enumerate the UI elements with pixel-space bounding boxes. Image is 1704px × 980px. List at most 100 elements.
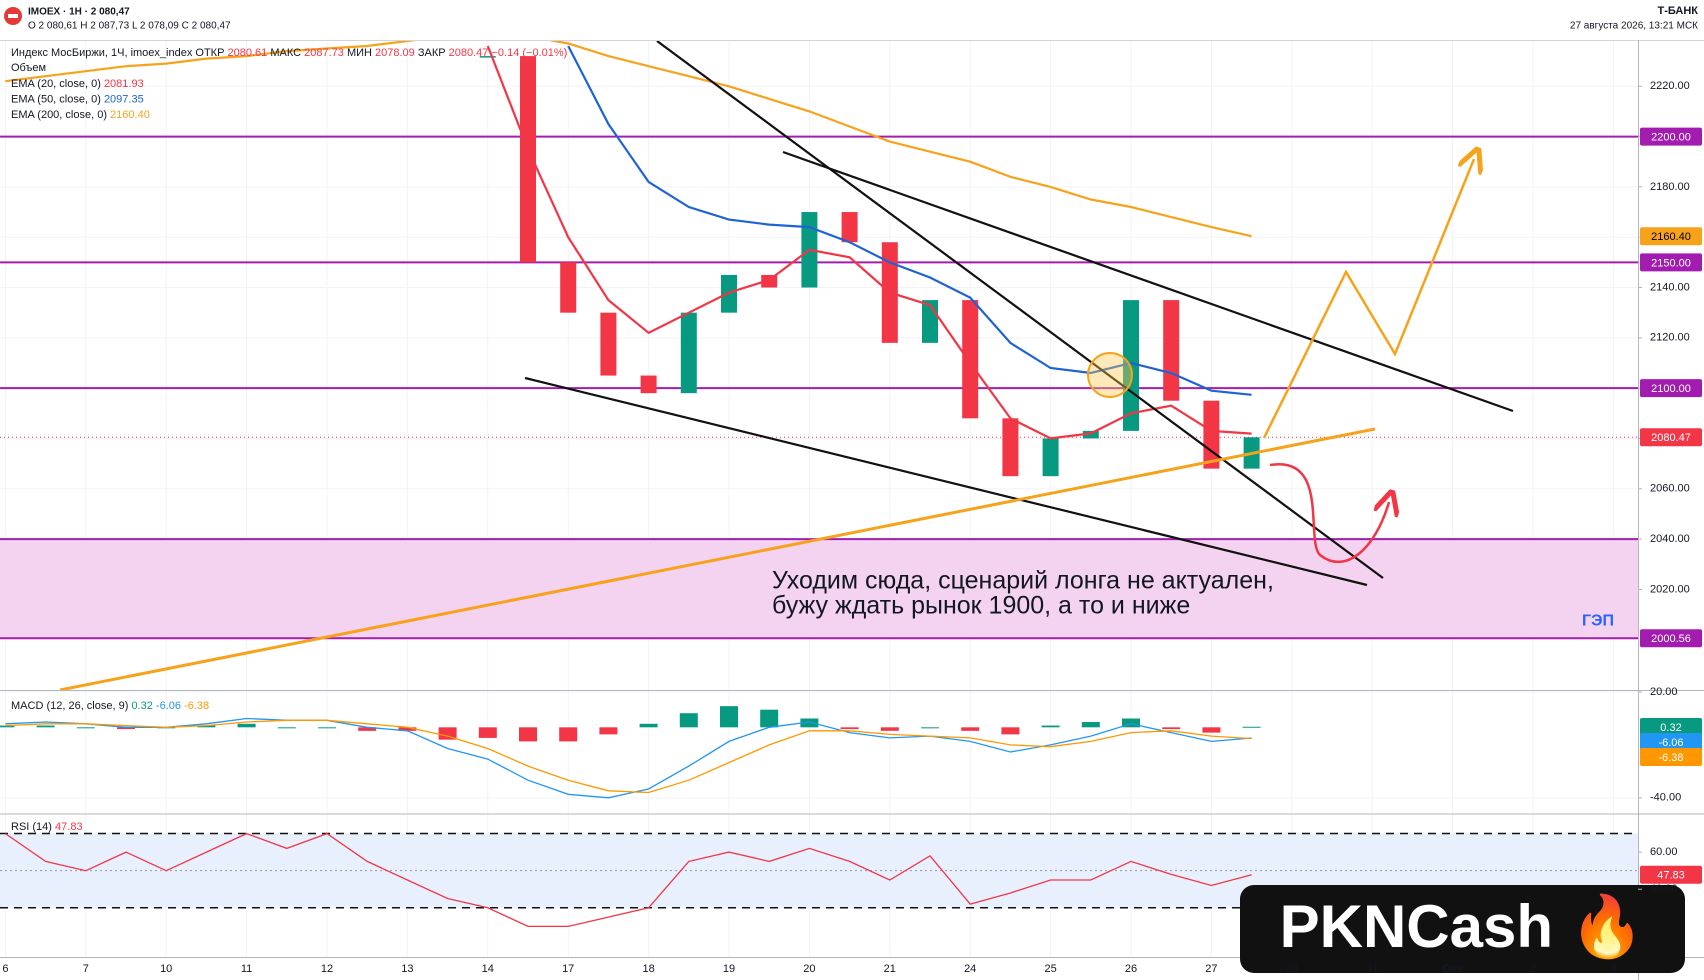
candle — [841, 212, 858, 243]
legend: Индекс МосБиржи, 1Ч, imoex_index ОТКР 20… — [11, 47, 567, 59]
x-tick-label: 19 — [723, 963, 735, 975]
histogram-bar — [1041, 725, 1060, 728]
histogram-bar — [880, 727, 899, 731]
histogram-bar — [76, 727, 95, 729]
annotation: бужу ждать рынок 1900, а то и ниже — [772, 592, 1190, 620]
x-tick-label: 3 — [1610, 963, 1616, 975]
rsi-label-bg — [1640, 865, 1702, 884]
candle — [1203, 400, 1220, 469]
candle — [680, 312, 697, 394]
macd-label: 0.32 — [1660, 722, 1681, 734]
histogram-bar — [0, 725, 15, 728]
candle — [479, 56, 496, 58]
level-label: 2200.00 — [1651, 131, 1691, 143]
legend-value: -6.06 — [156, 700, 181, 712]
y-tick-label: 2060.00 — [1650, 483, 1690, 495]
x-tick-label: 27 — [1205, 963, 1217, 975]
legend-text: 2081.93 — [104, 78, 144, 90]
candle — [1082, 430, 1099, 439]
y-tick-label: 2140.00 — [1650, 281, 1690, 293]
histogram-bar — [197, 725, 216, 728]
candle — [520, 56, 536, 263]
x-tick-label: 20 — [803, 963, 815, 975]
histogram-bar — [1122, 718, 1140, 728]
candle — [1042, 438, 1059, 477]
scenario-arrow — [1262, 159, 1474, 439]
legend-text: 2097.35 — [104, 93, 144, 105]
histogram-bar — [36, 725, 55, 728]
macd-label-bg — [1640, 733, 1702, 751]
histogram-bar — [398, 727, 417, 731]
candle — [600, 312, 617, 376]
y-tick-label: 2180.00 — [1650, 181, 1690, 193]
legend-text: Индекс МосБиржи, 1Ч, imoex_index — [11, 47, 193, 59]
last-price-label: 2080.47 — [1651, 432, 1691, 444]
histogram-bar — [478, 727, 497, 738]
y-tick-label: 40.00 — [1650, 883, 1678, 895]
level-label: 2000.56 — [1651, 633, 1691, 645]
y-tick-label: 20.00 — [1650, 686, 1678, 698]
macd-label-bg — [1640, 748, 1702, 766]
support-line — [59, 427, 1376, 690]
highlight-circle — [1087, 352, 1133, 398]
x-tick-label: 26 — [1125, 963, 1137, 975]
trend-line — [782, 150, 1514, 413]
legend-text: EMA (200, close, 0) — [11, 109, 107, 121]
legend: Объем — [11, 62, 46, 74]
gap-zone — [0, 539, 1638, 639]
price-panel — [0, 41, 1638, 690]
annotation: Уходим сюда, сценарий лонга не актуален, — [772, 567, 1274, 595]
x-tick-label: 6 — [2, 963, 8, 975]
level-label: 2150.00 — [1651, 257, 1691, 269]
legend: RSI (14) 47.83 — [11, 821, 83, 833]
histogram-bar — [840, 727, 859, 730]
macd-line — [5, 719, 1252, 794]
histogram-bar — [1202, 727, 1221, 733]
ema-line — [567, 45, 1252, 396]
histogram-bar — [800, 718, 819, 728]
histogram-bar — [639, 723, 658, 728]
ema-last-label: 2160.40 — [1651, 231, 1691, 243]
legend: EMA (200, close, 0) 2160.40 — [11, 109, 150, 121]
level-label-bg — [1640, 629, 1702, 648]
legend: MACD (12, 26, close, 9) 0.32 -6.06 -6.38 — [11, 700, 209, 712]
legend-text: МАКС — [270, 47, 301, 59]
datetime: 27 августа 2026, 13:21 МСК — [1570, 21, 1698, 32]
candle — [1163, 300, 1180, 401]
x-tick-label: 13 — [401, 963, 413, 975]
last-price-label-bg — [1640, 428, 1702, 447]
y-tick-label: 2040.00 — [1650, 533, 1690, 545]
histogram-bar — [559, 727, 578, 742]
x-tick-label: 25 — [1044, 963, 1056, 975]
x-tick-label: 28 — [1286, 963, 1298, 975]
brand: Т-БАНК — [1658, 5, 1699, 17]
y-tick-label: 2120.00 — [1650, 332, 1690, 344]
macd-label: -6.06 — [1658, 737, 1683, 749]
legend-text: EMA (50, close, 0) — [11, 93, 101, 105]
x-tick-label: 2 — [1530, 963, 1536, 975]
x-tick-label: 10 — [160, 963, 172, 975]
x-tick-label: 18 — [642, 963, 654, 975]
legend: EMA (20, close, 0) 2081.93 — [11, 78, 144, 90]
histogram-bar — [961, 727, 980, 731]
scenario-arrow-down — [1269, 463, 1389, 564]
x-tick-label: 17 — [562, 963, 574, 975]
watermark: PKNCash 🔥 — [1280, 892, 1645, 961]
legend-text: MACD (12, 26, close, 9) — [11, 700, 128, 712]
histogram-bar — [679, 713, 698, 728]
legend-text: ОТКР — [195, 47, 224, 59]
watermark-box — [1240, 885, 1685, 973]
histogram-bar — [1162, 727, 1181, 730]
ohlc-header: O 2 080,61 H 2 087,73 L 2 078,09 C 2 080… — [28, 21, 231, 32]
y-tick-label: 60.00 — [1650, 846, 1678, 858]
histogram-bar — [277, 727, 296, 729]
drawings — [59, 41, 1514, 690]
y-tick-label: -40.00 — [1650, 792, 1681, 804]
histogram-bar — [519, 727, 537, 742]
y-tick-label: 2220.00 — [1650, 80, 1690, 92]
legend-text: 2080.61 — [227, 47, 267, 59]
legend-value: 0.32 — [131, 700, 152, 712]
x-tick-label: 11 — [241, 963, 252, 975]
ema-line — [486, 45, 1252, 440]
